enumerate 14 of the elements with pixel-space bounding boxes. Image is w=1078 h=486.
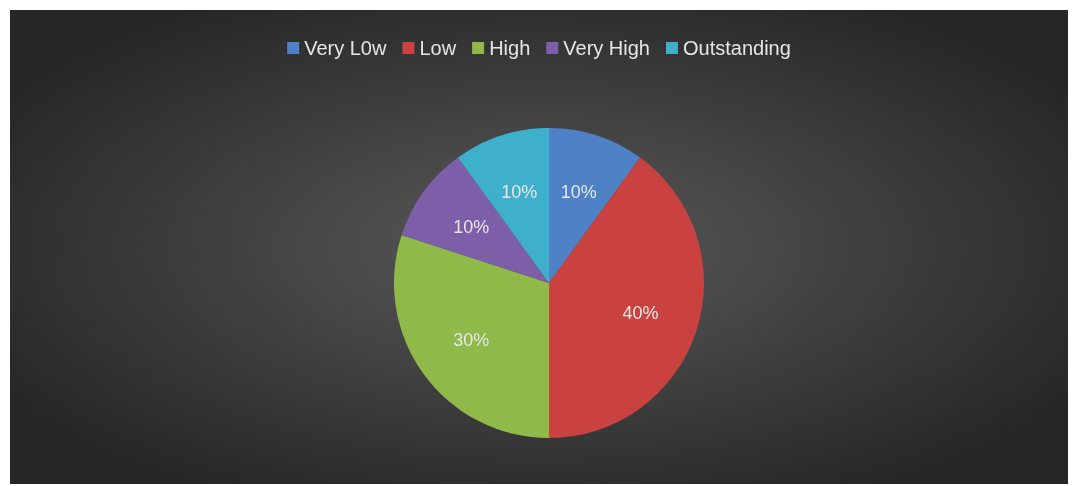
pie-slice bbox=[549, 128, 641, 283]
legend-label: Low bbox=[419, 37, 457, 59]
data-label: 40% bbox=[622, 303, 659, 323]
data-label: 10% bbox=[501, 181, 538, 202]
pie-slice bbox=[401, 157, 549, 283]
data-label: 10% bbox=[560, 181, 597, 202]
pie-slice bbox=[394, 235, 549, 438]
data-label: 10% bbox=[453, 216, 490, 237]
legend-label: High bbox=[489, 37, 531, 59]
legend-label: Outstanding bbox=[682, 37, 791, 59]
legend-label: Very High bbox=[563, 37, 650, 59]
pie-slice bbox=[549, 157, 704, 438]
legend-label: Very L0w bbox=[304, 37, 387, 59]
data-label: 30% bbox=[453, 329, 490, 350]
